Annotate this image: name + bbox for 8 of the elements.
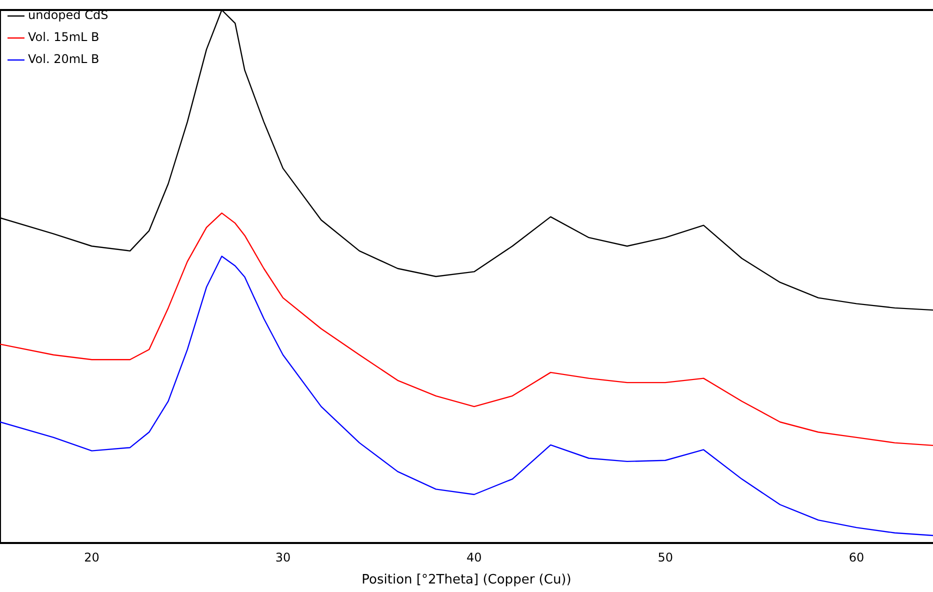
legend-label: Vol. 20mL B xyxy=(28,52,100,66)
x-tick-label: 20 xyxy=(84,550,100,564)
x-tick-label: 40 xyxy=(466,550,482,564)
x-tick-label: 30 xyxy=(275,550,291,564)
x-tick-label: 50 xyxy=(658,550,673,564)
x-tick-label: 60 xyxy=(848,550,864,564)
legend-label: Vol. 15mL B xyxy=(28,30,100,44)
x-axis-title: Position [°2Theta] (Copper (Cu)) xyxy=(362,572,572,588)
